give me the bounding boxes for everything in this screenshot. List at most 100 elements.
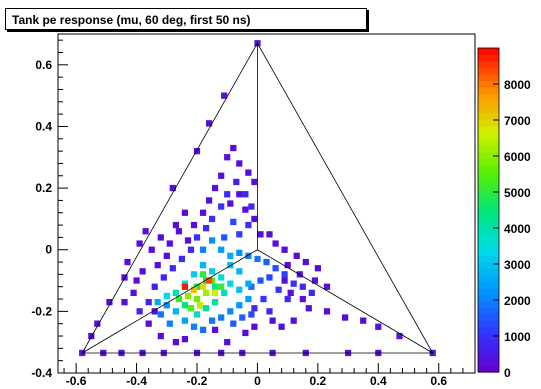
- heatmap-cell: [245, 295, 252, 303]
- heatmap-cell: [166, 240, 173, 247]
- y-tick-label: 0.4: [35, 119, 52, 133]
- heatmap-cell: [236, 191, 243, 198]
- heatmap-cell: [190, 323, 198, 330]
- heatmap-cell: [218, 172, 225, 179]
- heatmap-cell: [121, 299, 128, 306]
- heatmap-cell: [266, 231, 273, 238]
- colorbar-band: [478, 261, 499, 269]
- colorbar-band: [478, 229, 499, 237]
- x-axis: -0.6 -0.4 -0.2 0 0.2 0.4 0.6: [63, 363, 476, 388]
- heatmap-cell: [172, 308, 179, 315]
- heatmap-cell: [181, 302, 188, 309]
- colorbar-band: [478, 333, 499, 341]
- colorbar-band: [478, 106, 499, 114]
- heatmap-cell: [203, 305, 210, 312]
- heatmap-cell: [181, 336, 188, 343]
- colorbar-band: [478, 210, 499, 218]
- heatmap-cell: [94, 320, 101, 327]
- colorbar-band: [478, 287, 499, 295]
- y-tick-label: 0.2: [35, 181, 52, 195]
- colorbar-tick-label: 6000: [504, 150, 531, 164]
- heatmap-cell: [257, 277, 264, 284]
- heatmap-cell: [224, 339, 231, 346]
- heatmap-cell: [154, 299, 161, 306]
- heatmap-cell: [263, 258, 270, 266]
- colorbar-band: [478, 67, 499, 75]
- colorbar-band: [478, 184, 499, 192]
- colorbar-band: [478, 112, 499, 120]
- colorbar-band: [478, 125, 499, 133]
- colorbar-band: [478, 346, 499, 354]
- colorbar-tick-label: 0: [504, 366, 511, 380]
- heatmap-cell: [227, 262, 234, 269]
- heatmap-cell: [200, 283, 207, 290]
- heatmap-cell: [227, 280, 234, 287]
- colorbar-frame: [477, 47, 500, 373]
- heatmap-cell: [151, 283, 158, 290]
- heatmap-cell: [206, 120, 213, 127]
- heatmap-cell: [266, 308, 273, 315]
- colorbar-band: [478, 320, 499, 328]
- heatmap-cell: [233, 178, 240, 186]
- heatmap-cell: [145, 320, 152, 327]
- heatmap-cell: [242, 329, 249, 337]
- heatmap-cell: [248, 311, 255, 318]
- heatmap-cell: [178, 255, 185, 263]
- heatmap-cell: [206, 277, 213, 284]
- colorbar-band: [478, 248, 499, 256]
- colorbar-band: [478, 365, 499, 373]
- heatmap-cell: [145, 299, 152, 306]
- x-tick-label: 0: [254, 374, 261, 388]
- colorbar-tick-label: 2000: [504, 294, 531, 308]
- heatmap-cell: [187, 246, 195, 253]
- heatmap-cell: [242, 191, 249, 198]
- colorbar-band: [478, 190, 499, 198]
- heatmap-cell: [308, 289, 315, 296]
- heatmap-cell: [154, 262, 161, 269]
- colorbar-band: [478, 61, 499, 69]
- colorbar-band: [478, 132, 499, 140]
- heatmap-cell: [245, 252, 252, 259]
- heatmap-cell: [284, 262, 291, 269]
- chart-title: Tank pe response (mu, 60 deg, first 50 n…: [5, 8, 367, 30]
- heatmap-cell: [136, 308, 143, 315]
- heatmap-cell: [278, 323, 285, 330]
- colorbar-tick-label: 1000: [504, 330, 531, 344]
- colorbar-band: [478, 235, 499, 243]
- heatmap-cell: [181, 209, 188, 216]
- heatmap-cell: [236, 302, 243, 309]
- colorbar-band: [478, 326, 499, 334]
- colorbar-band: [478, 216, 499, 224]
- colorbar-band: [478, 294, 499, 302]
- colorbar-band: [478, 99, 499, 107]
- heatmap-cell: [269, 317, 276, 324]
- heatmap-cell: [251, 178, 258, 186]
- y-tick-label: 0.6: [35, 58, 52, 72]
- heatmap-cell: [290, 280, 297, 287]
- heatmap-cell: [242, 206, 249, 213]
- heatmap-cell: [299, 283, 306, 290]
- heatmap-cell: [203, 225, 210, 232]
- heatmap-cell: [209, 268, 216, 275]
- colorbar-tick-label: 4000: [504, 222, 531, 236]
- heatmap-cell: [184, 292, 192, 300]
- heatmap-cell: [106, 299, 113, 306]
- heatmap-cell: [142, 228, 149, 235]
- triangle-spoke: [81, 249, 258, 354]
- heatmap-cell: [305, 305, 312, 312]
- heatmap-cell: [200, 209, 207, 216]
- heatmap-cell: [139, 268, 146, 275]
- colorbar-band: [478, 359, 499, 367]
- heatmap-cell: [218, 274, 225, 281]
- triangle-outline: [81, 42, 434, 354]
- colorbar-band: [478, 274, 499, 282]
- heatmap-cell: [200, 326, 207, 333]
- heatmap-cell: [293, 252, 300, 259]
- heatmap-cell: [254, 255, 261, 263]
- heatmap-cell: [172, 221, 179, 229]
- colorbar-tick-label: 8000: [504, 78, 531, 92]
- colorbar-band: [478, 300, 499, 308]
- heatmap-cell: [130, 289, 137, 296]
- colorbar-band: [478, 313, 499, 321]
